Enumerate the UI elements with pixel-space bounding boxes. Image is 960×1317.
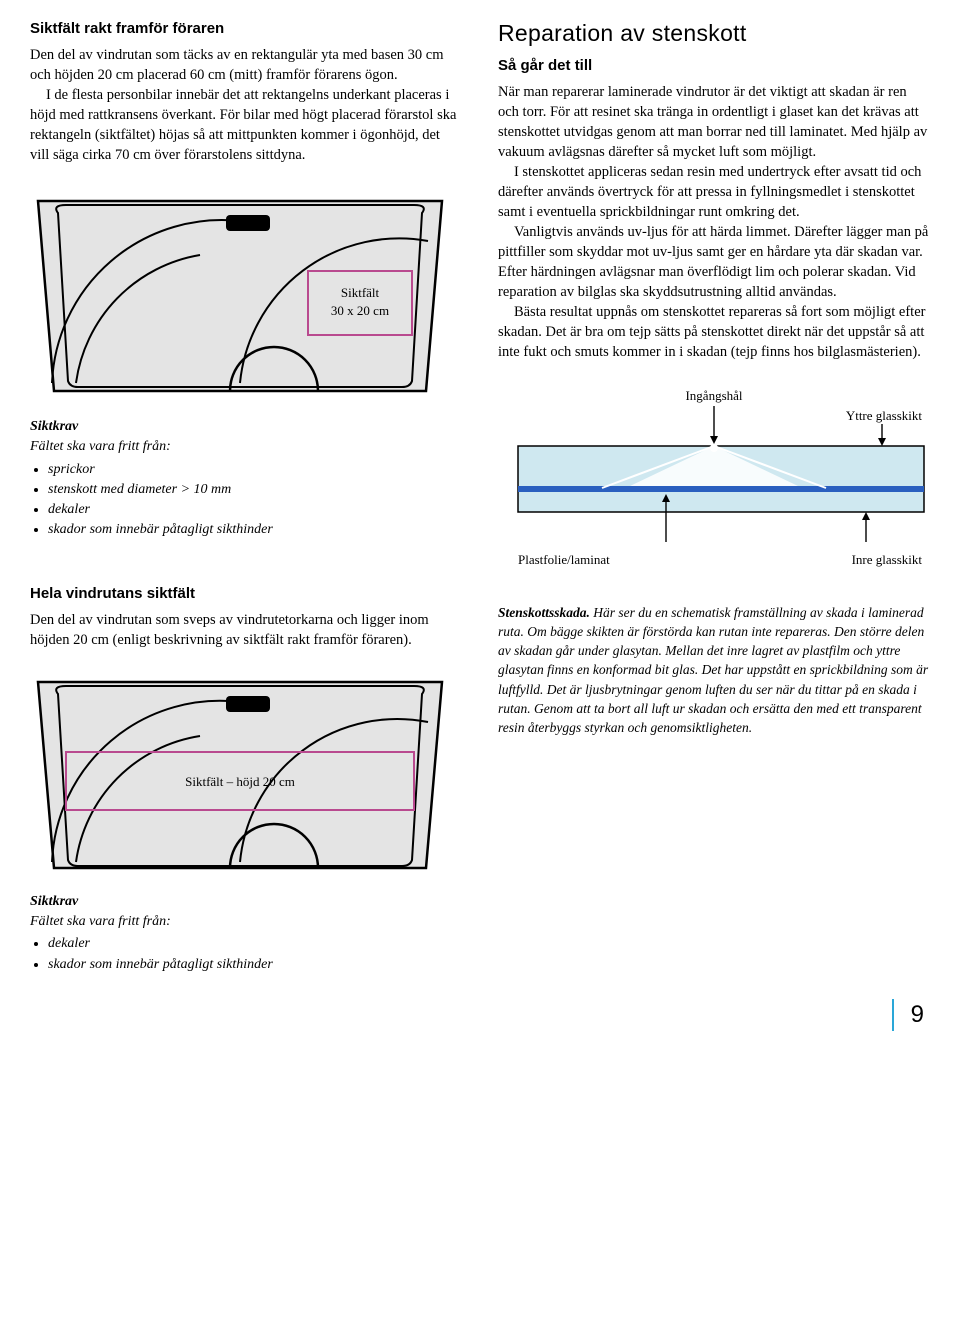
right-p3: Vanligtvis används uv-ljus för att härda… (498, 222, 930, 302)
diagram1-box-line1: Siktfält (341, 285, 380, 300)
glass-cross-section: Ingångshål Yttre glasskikt Luftspalt (498, 384, 930, 589)
section1-p1: Den del av vindrutan som täcks av en rek… (30, 45, 462, 85)
label-yttre: Yttre glasskikt (846, 408, 923, 423)
glass-caption: Stenskottsskada. Här ser du en schematis… (498, 603, 930, 737)
siktkrav-2: Siktkrav Fältet ska vara fritt från: dek… (30, 892, 462, 975)
siktkrav2-hdr: Siktkrav (30, 892, 462, 912)
section1-p2: I de flesta personbilar innebär det att … (30, 85, 462, 165)
siktkrav1-hdr: Siktkrav (30, 417, 462, 437)
label-inre: Inre glasskikt (852, 552, 923, 567)
page-number: 9 (30, 1001, 930, 1029)
section2-p1: Den del av vindrutan som sveps av vindru… (30, 610, 462, 650)
diagram2-box-label: Siktfält – höjd 20 cm (185, 774, 295, 789)
list-item: dekaler (48, 934, 462, 954)
left-column: Siktfält rakt framför föraren Den del av… (30, 20, 462, 975)
windshield-diagram-1: Siktfält 30 x 20 cm (30, 183, 462, 403)
siktkrav2-intro: Fältet ska vara fritt från: (30, 912, 462, 932)
right-p1: När man reparerar laminerade vindrutor ä… (498, 82, 930, 162)
right-sub: Så går det till (498, 57, 930, 74)
right-p4: Bästa resultat uppnås om stenskottet rep… (498, 302, 930, 362)
diagram1-box-line2: 30 x 20 cm (331, 303, 389, 318)
section1-title: Siktfält rakt framför föraren (30, 20, 462, 37)
right-column: Reparation av stenskott Så går det till … (498, 20, 930, 975)
siktkrav1-intro: Fältet ska vara fritt från: (30, 437, 462, 457)
right-p2: I stenskottet appliceras sedan resin med… (498, 162, 930, 222)
caption-lead: Stenskottsskada. (498, 605, 590, 620)
right-title: Reparation av stenskott (498, 20, 930, 47)
caption-text: Här ser du en schematisk framställning a… (498, 605, 928, 735)
list-item: skador som innebär påtagligt sikthinder (48, 955, 462, 975)
list-item: stenskott med diameter > 10 mm (48, 480, 462, 500)
siktkrav2-list: dekaler skador som innebär påtagligt sik… (30, 934, 462, 975)
section2-title: Hela vindrutans siktfält (30, 585, 462, 602)
label-ingangshal: Ingångshål (685, 388, 742, 403)
list-item: skador som innebär påtagligt sikthinder (48, 520, 462, 540)
page-layout: Siktfält rakt framför föraren Den del av… (30, 20, 930, 975)
list-item: dekaler (48, 500, 462, 520)
windshield-diagram-2: Siktfält – höjd 20 cm (30, 668, 462, 878)
siktkrav1-list: sprickor stenskott med diameter > 10 mm … (30, 460, 462, 541)
list-item: sprickor (48, 460, 462, 480)
siktkrav-1: Siktkrav Fältet ska vara fritt från: spr… (30, 417, 462, 541)
label-plast: Plastfolie/laminat (518, 552, 610, 567)
